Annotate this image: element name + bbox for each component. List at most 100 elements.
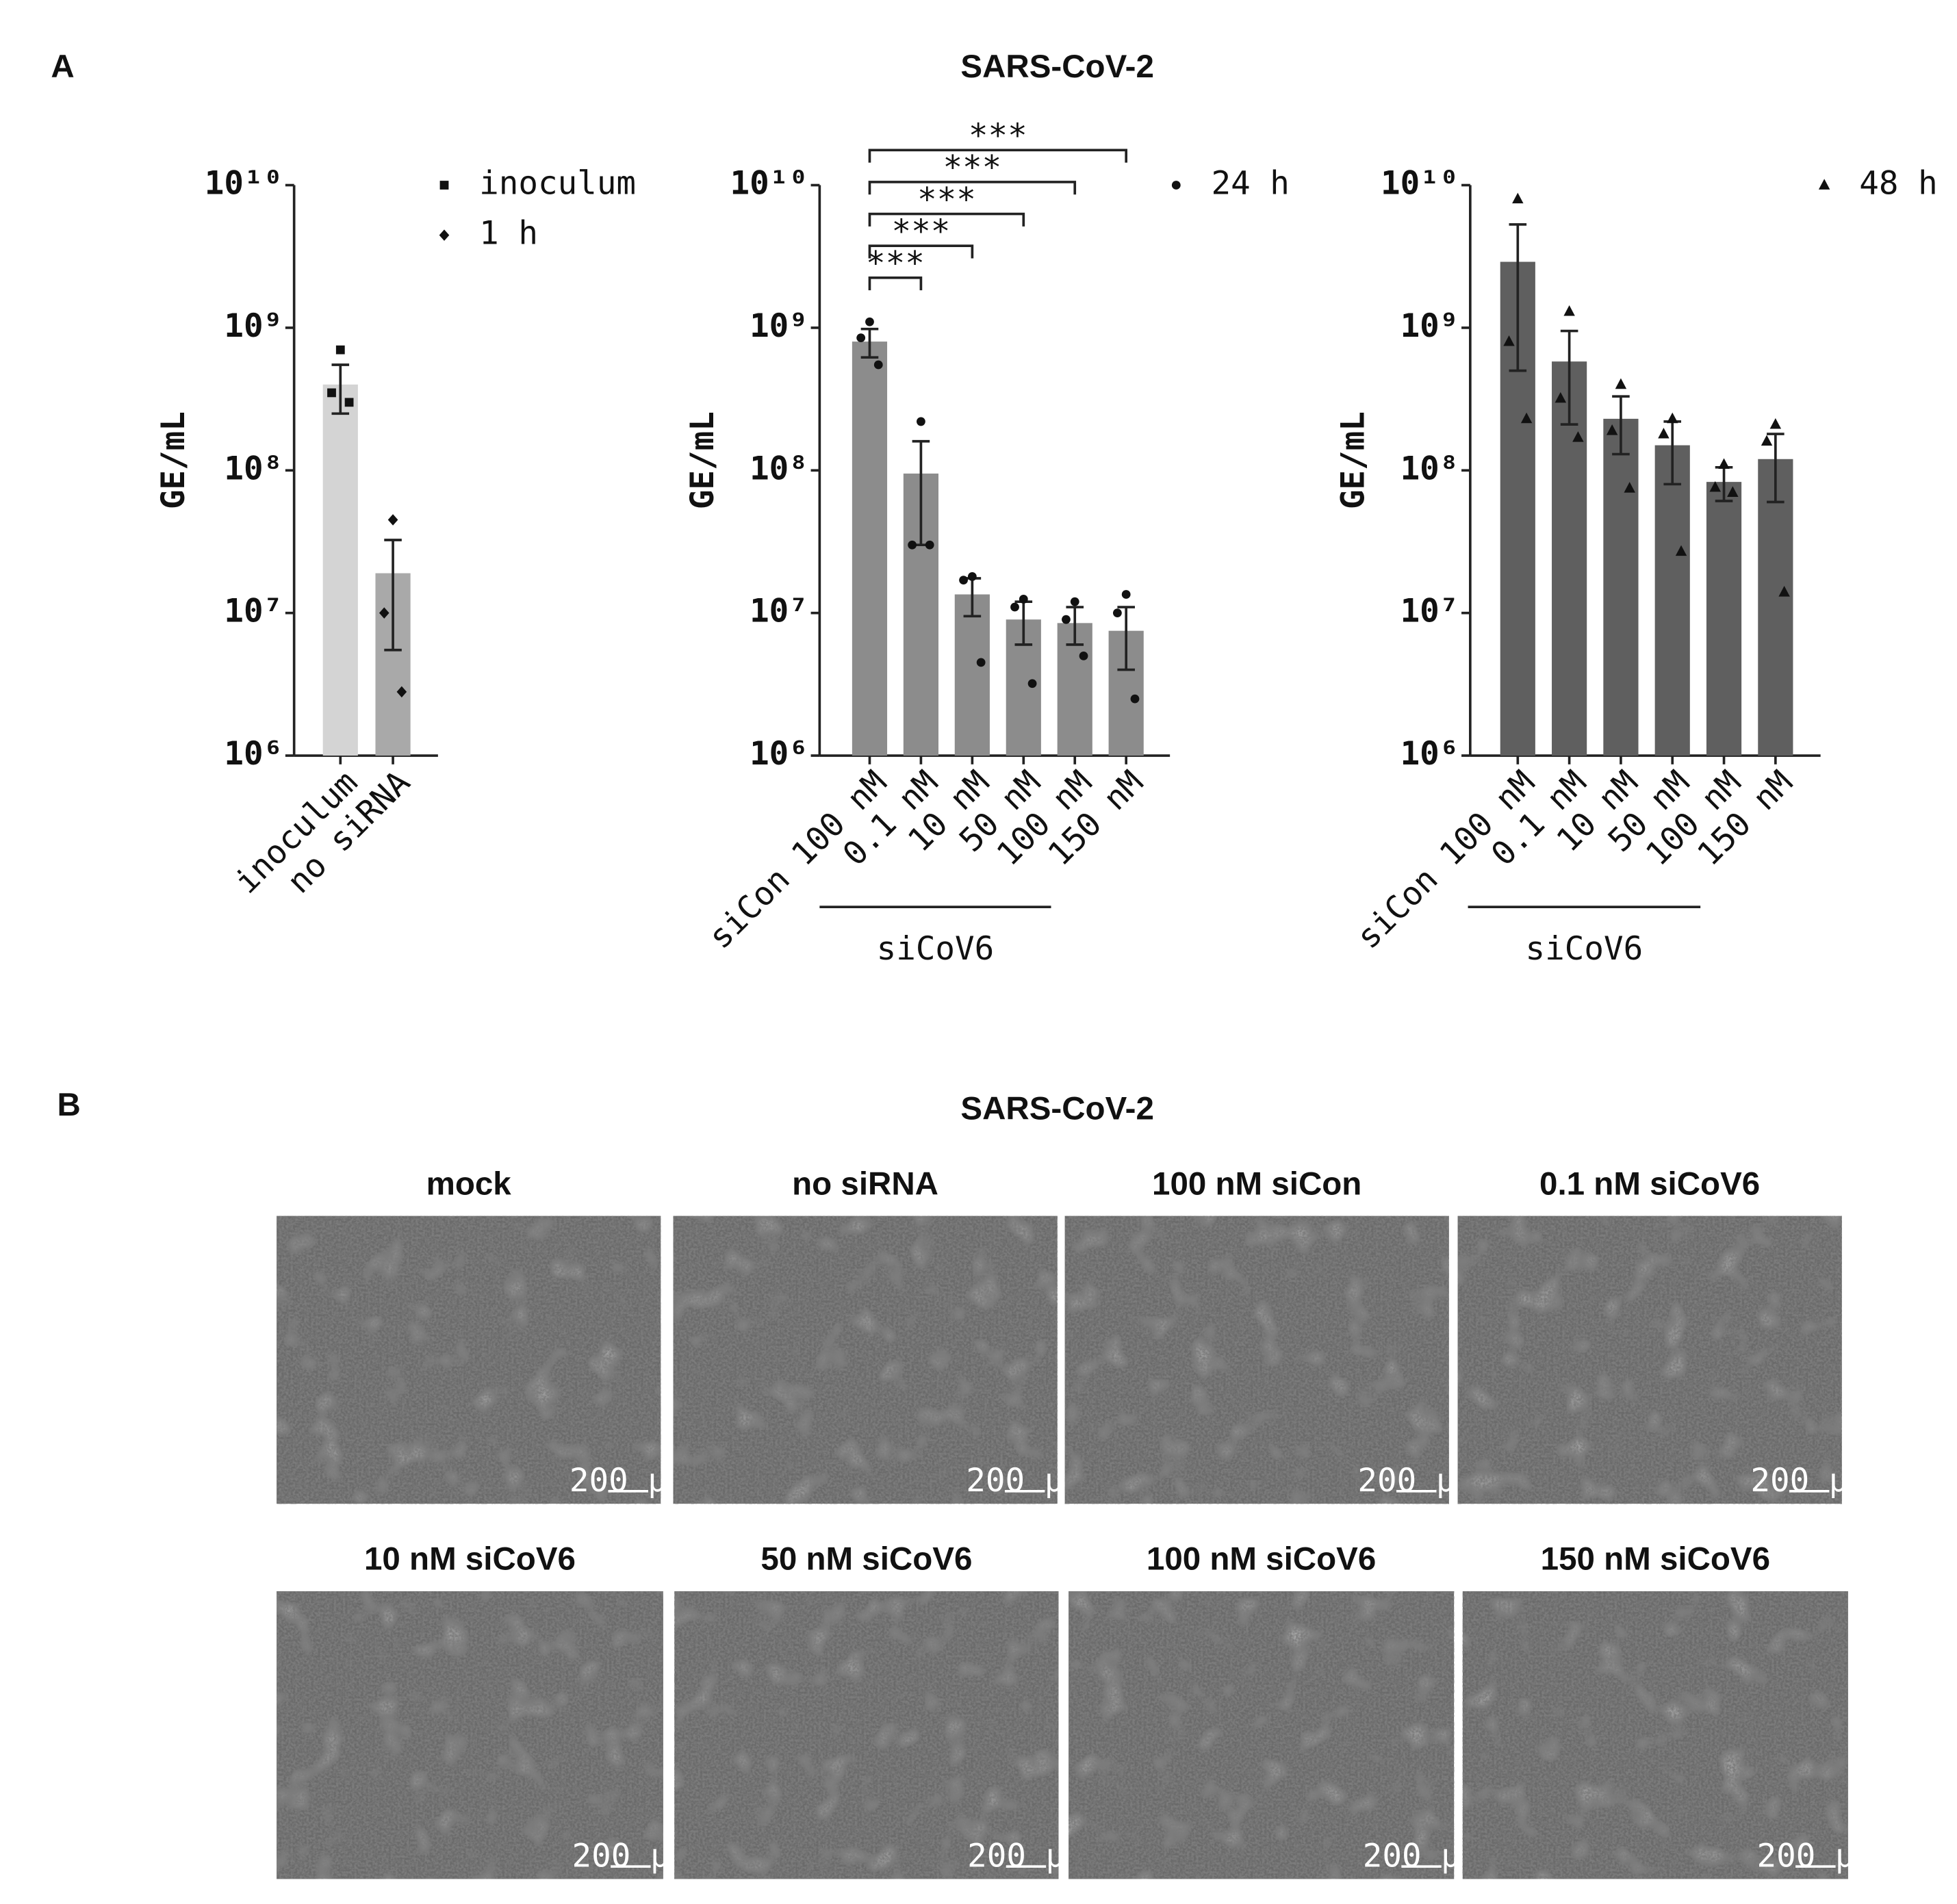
image-label: 100 nM siCon: [1152, 1166, 1361, 1202]
image-label: 100 nM siCoV6: [1147, 1541, 1376, 1578]
scale-bar-label: 200 µm: [570, 1462, 687, 1500]
data-point: [908, 540, 917, 550]
y-tick-label: 10¹⁰: [205, 165, 283, 203]
micrograph-texture: [277, 1215, 661, 1504]
image-label: 50 nM siCoV6: [760, 1541, 972, 1578]
error-bar: [331, 363, 350, 415]
legend-marker: [439, 181, 449, 190]
image-label: 150 nM siCoV6: [1541, 1541, 1770, 1578]
data-point: [1624, 482, 1635, 493]
bar: [852, 342, 888, 756]
data-point: [1658, 427, 1670, 439]
y-tick-label: 10⁷: [224, 593, 283, 630]
y-axis-label: GE/mL: [684, 411, 721, 509]
scale-bar-label: 200 µm: [966, 1462, 1084, 1500]
bar: [954, 594, 990, 756]
bar: [1706, 482, 1742, 756]
y-axis-label: GE/mL: [1335, 411, 1372, 509]
scale-bar-label: 200 µm: [572, 1837, 690, 1875]
error-bar: [860, 327, 879, 359]
y-tick-label: 10⁹: [224, 307, 283, 345]
y-tick-label: 10¹⁰: [730, 165, 808, 203]
scale-bar-label: 200 µm: [1757, 1837, 1875, 1875]
error-bar: [1117, 606, 1135, 671]
data-point: [1572, 431, 1584, 442]
scale-bar-label: 200 µm: [1750, 1462, 1868, 1500]
data-point: [1121, 590, 1131, 599]
legend-label: 1 h: [479, 215, 538, 253]
data-point: [967, 572, 977, 581]
data-point: [1615, 378, 1627, 389]
significance-label: ***: [917, 181, 976, 218]
error-bar: [1767, 433, 1785, 504]
significance-bracket: [868, 244, 974, 259]
y-tick-label: 10⁶: [750, 735, 808, 773]
y-tick-label: 10⁶: [224, 735, 283, 773]
data-point: [925, 540, 934, 550]
data-point: [856, 333, 866, 343]
bar: [1603, 418, 1639, 756]
data-point: [387, 514, 398, 526]
data-point: [917, 417, 925, 426]
y-tick-label: 10⁷: [750, 593, 808, 630]
legend-label: 48 h: [1859, 165, 1937, 203]
micrograph-texture: [673, 1215, 1058, 1504]
data-point: [1010, 602, 1019, 612]
group-label: siCoV6: [1526, 930, 1643, 968]
y-tick-label: 10⁸: [1400, 450, 1459, 487]
error-bar: [1612, 395, 1630, 456]
significance-bracket: [868, 276, 923, 291]
panel-label: B: [57, 1087, 80, 1123]
data-point: [1130, 694, 1140, 704]
y-tick-label: 10⁸: [750, 450, 808, 487]
data-point: [1667, 412, 1678, 424]
data-point: [1512, 192, 1524, 204]
data-point: [1555, 391, 1567, 403]
y-axis-label: GE/mL: [155, 411, 192, 509]
data-point: [1062, 615, 1071, 624]
y-tick-label: 10⁷: [1400, 593, 1459, 630]
image-label: 10 nM siCoV6: [364, 1541, 576, 1578]
data-point: [1503, 335, 1515, 346]
bar: [1758, 459, 1793, 756]
data-point: [1718, 458, 1730, 469]
significance-bracket: [868, 149, 1128, 163]
data-point: [1675, 545, 1687, 556]
data-point: [873, 360, 883, 370]
y-tick-label: 10⁹: [750, 307, 808, 345]
significance-label: ***: [969, 117, 1027, 155]
image-label: 0.1 nM siCoV6: [1539, 1166, 1760, 1202]
image-label: no siRNA: [792, 1166, 938, 1202]
error-bar: [1560, 329, 1578, 426]
data-point: [1761, 435, 1773, 446]
significance-bracket: [868, 212, 1025, 227]
scale-bar-label: 200 µm: [1363, 1837, 1481, 1875]
error-bar: [1066, 606, 1084, 646]
micrograph-texture: [1064, 1215, 1449, 1504]
data-point: [1778, 586, 1790, 597]
panel-label: A: [51, 49, 74, 85]
y-tick-label: 10⁶: [1400, 735, 1459, 773]
significance-label: ***: [866, 245, 925, 283]
data-point: [1709, 480, 1721, 492]
data-point: [1563, 305, 1575, 316]
bar: [322, 384, 358, 756]
data-point: [344, 398, 354, 407]
data-point: [1019, 595, 1028, 604]
micrograph-texture: [674, 1591, 1059, 1879]
y-tick-label: 10⁹: [1400, 307, 1459, 345]
micrograph-texture: [1462, 1591, 1848, 1879]
scale-bar-label: 200 µm: [1357, 1462, 1475, 1500]
legend-marker: [1818, 179, 1830, 190]
image-label: mock: [426, 1166, 512, 1202]
panel-title: SARS-CoV-2: [960, 49, 1154, 85]
significance-label: ***: [943, 149, 1001, 187]
data-point: [327, 388, 336, 398]
error-bar: [384, 539, 402, 652]
legend-marker: [439, 229, 450, 241]
data-point: [976, 658, 986, 667]
micrograph-texture: [1457, 1215, 1842, 1504]
data-point: [1027, 679, 1037, 689]
data-point: [335, 345, 345, 355]
